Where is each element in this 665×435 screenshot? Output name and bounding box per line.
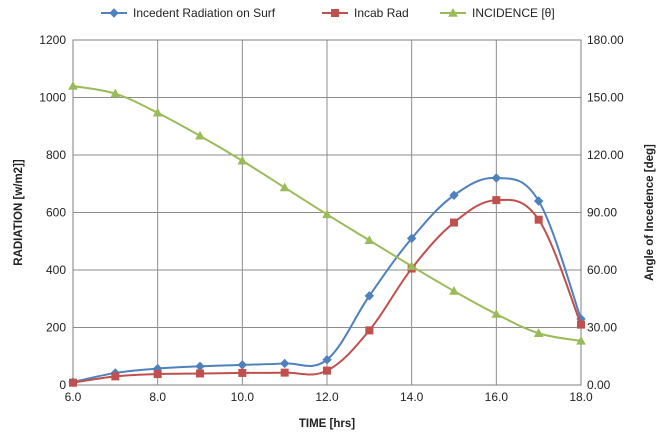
y-right-tick-label: 30.00	[587, 321, 617, 335]
y-right-axis-title: Angle of Incedence [deg]	[644, 144, 656, 281]
data-point	[449, 286, 459, 295]
data-point	[449, 190, 459, 200]
data-point	[533, 328, 544, 337]
legend-swatch-marker	[448, 7, 458, 17]
data-point	[279, 182, 290, 192]
y-left-tick-label: 1000	[39, 91, 66, 105]
x-tick-label: 16.0	[485, 390, 509, 404]
data-point	[68, 80, 78, 90]
legend-swatch-marker	[331, 9, 339, 17]
data-point	[533, 196, 544, 206]
y-right-tick-label: 0.00	[587, 378, 611, 392]
x-axis-title: TIME [hrs]	[299, 418, 355, 430]
series-incab-rad	[69, 196, 585, 387]
data-point	[365, 326, 374, 335]
data-point	[364, 291, 375, 301]
data-point	[69, 378, 77, 387]
legend: Incedent Radiation on Surf Incab Rad INCID…	[101, 6, 555, 20]
data-point	[237, 155, 248, 165]
x-tick-label: 10.0	[231, 390, 255, 404]
y-left-tick-label: 400	[46, 263, 66, 277]
data-point	[110, 88, 121, 98]
y-left-tick-label: 0	[59, 378, 66, 392]
legend-swatch-marker	[109, 8, 119, 18]
data-point	[111, 372, 120, 381]
data-point	[491, 309, 502, 318]
y-left-tick-label: 1200	[39, 33, 66, 47]
legend-item: Incedent Radiation on Surf	[101, 6, 276, 20]
data-point	[576, 335, 586, 345]
plot-border	[72, 39, 582, 386]
y-right-tick-label: 120.00	[587, 148, 624, 162]
legend-label: Incab Rad	[354, 6, 409, 20]
legend-label: Incedent Radiation on Surf	[133, 6, 276, 20]
data-point	[196, 369, 204, 378]
x-tick-label: 18.0	[569, 390, 593, 404]
data-point	[492, 196, 501, 205]
x-tick-label: 14.0	[400, 390, 424, 404]
legend-label: INCIDENCE [θ]	[472, 6, 555, 20]
x-tick-label: 12.0	[315, 390, 339, 404]
legend-item: Incab Rad	[322, 6, 409, 20]
data-point	[323, 366, 331, 375]
y-right-tick-label: 90.00	[587, 206, 617, 220]
data-point	[279, 358, 290, 369]
data-point	[322, 354, 332, 365]
data-point	[153, 370, 162, 379]
y-left-tick-label: 600	[46, 206, 66, 220]
data-point	[450, 218, 458, 227]
y-left-axis-title: RADIATION [w/m2]]	[13, 159, 25, 266]
data-point	[577, 320, 585, 329]
series-incedent-radiation-on-surf	[68, 173, 586, 387]
data-point	[364, 235, 375, 244]
data-point	[406, 233, 417, 244]
data-point	[491, 173, 502, 183]
y-right-tick-label: 180.00	[587, 33, 624, 47]
y-right-tick-label: 150.00	[587, 91, 624, 105]
data-point	[534, 215, 543, 224]
data-point	[406, 261, 417, 270]
series-incidence	[68, 80, 586, 345]
data-point	[152, 107, 163, 117]
data-point	[280, 368, 289, 377]
data-point	[237, 360, 248, 370]
x-tick-label: 6.0	[65, 390, 82, 404]
y-right-tick-label: 60.00	[587, 263, 617, 277]
x-tick-label: 8.0	[149, 390, 166, 404]
data-point	[195, 130, 205, 140]
legend-item: INCIDENCE [θ]	[440, 6, 555, 20]
data-point	[238, 368, 247, 377]
y-left-tick-label: 800	[46, 148, 66, 162]
y-left-tick-label: 200	[46, 321, 66, 335]
data-point	[322, 209, 332, 219]
